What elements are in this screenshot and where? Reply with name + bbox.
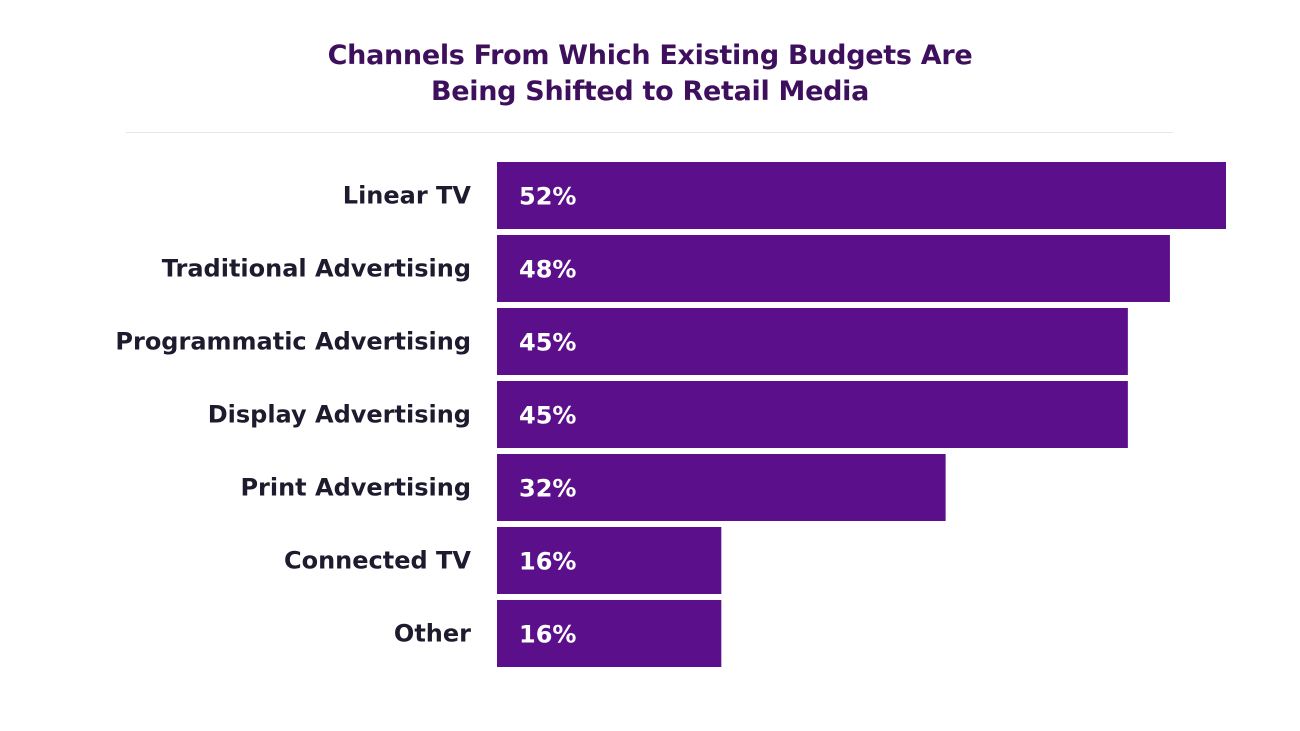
category-label: Linear TV (343, 182, 472, 210)
bar-2 (497, 308, 1128, 375)
bar-0 (497, 162, 1226, 229)
bar-4 (497, 454, 946, 521)
chart-title: Channels From Which Existing Budgets Are… (0, 38, 1300, 110)
category-label: Connected TV (284, 547, 471, 575)
bar-1 (497, 235, 1170, 302)
category-label: Display Advertising (208, 401, 471, 429)
bar-3 (497, 381, 1128, 448)
title-divider (126, 132, 1173, 133)
chart-title-line-1: Channels From Which Existing Budgets Are (327, 40, 973, 71)
bar-5 (497, 527, 722, 594)
value-label: 45% (519, 402, 576, 430)
value-label: 16% (519, 548, 576, 576)
value-label: 45% (519, 329, 576, 357)
value-label: 52% (519, 183, 576, 211)
value-label: 48% (519, 256, 576, 284)
bar-6 (497, 600, 722, 667)
category-label: Traditional Advertising (162, 255, 471, 283)
category-label: Other (394, 620, 471, 648)
value-label: 32% (519, 475, 576, 503)
category-label: Programmatic Advertising (115, 328, 471, 356)
value-label: 16% (519, 621, 576, 649)
category-label: Print Advertising (240, 474, 471, 502)
chart-title-line-2: Being Shifted to Retail Media (431, 76, 869, 107)
